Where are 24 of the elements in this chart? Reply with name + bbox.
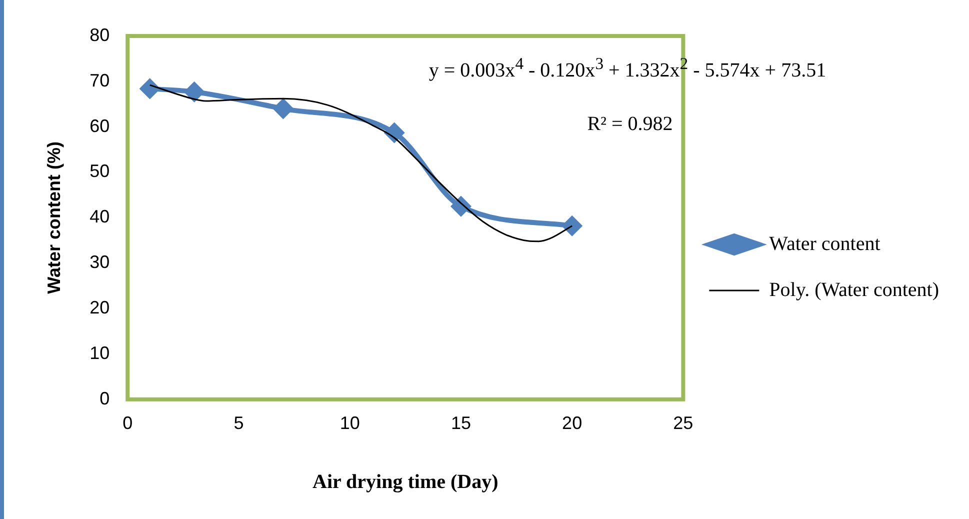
y-tick-label: 80: [90, 24, 110, 45]
y-tick-label: 0: [100, 388, 110, 408]
legend-label: Water content: [769, 232, 881, 255]
y-tick-label: 30: [90, 252, 110, 272]
x-tick-label: 25: [673, 413, 694, 434]
x-tick-label: 15: [450, 413, 471, 434]
y-tick-label: 20: [90, 298, 110, 318]
y-axis-title: Water content (%): [44, 142, 64, 294]
y-tick-label: 60: [90, 116, 110, 136]
x-tick-label: 10: [340, 413, 360, 434]
point: [140, 79, 160, 98]
x-tick-label: 5: [234, 413, 244, 434]
annotation: R² = 0.982: [586, 112, 674, 136]
legend-label: Poly. (Water content): [769, 278, 940, 301]
y-tick-label: 40: [90, 206, 110, 227]
x-tick-label: 0: [122, 413, 133, 434]
y-tick-label: 70: [90, 70, 110, 90]
point: [562, 216, 582, 236]
point: [274, 99, 293, 118]
y-tick-label: 50: [90, 161, 110, 182]
x-tick-label: 20: [562, 413, 582, 434]
x-axis-title: Air drying time (Day): [312, 471, 498, 494]
point: [184, 82, 204, 102]
y-tick-label: 10: [90, 342, 110, 363]
